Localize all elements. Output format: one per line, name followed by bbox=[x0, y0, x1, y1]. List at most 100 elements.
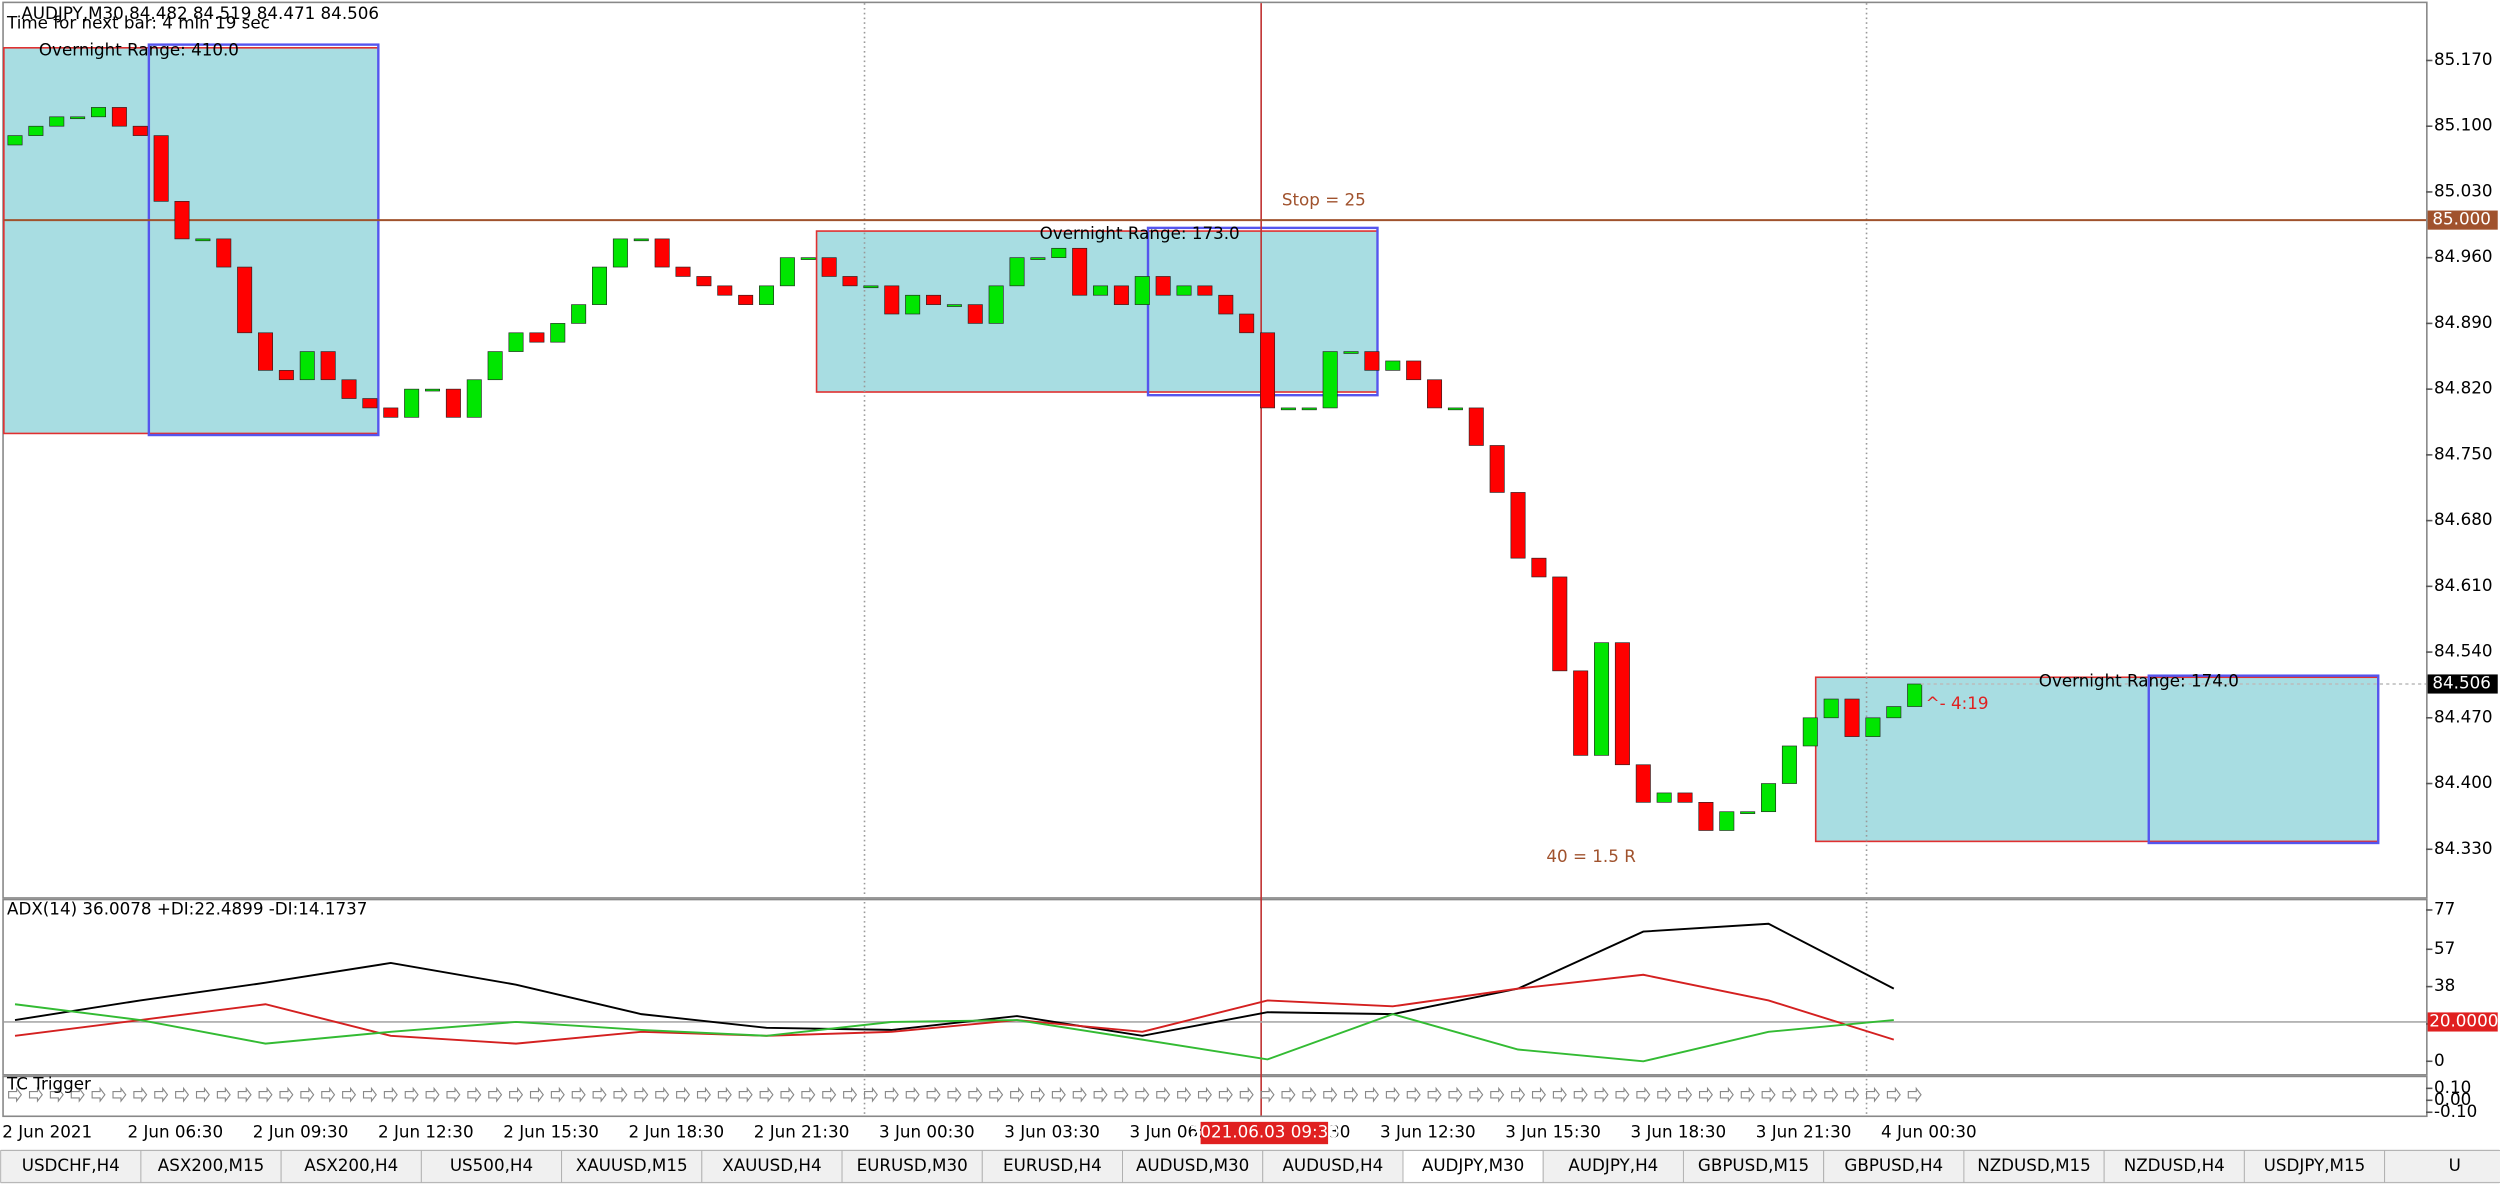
trigger-arrow bbox=[1302, 1086, 1317, 1103]
candle-body bbox=[258, 332, 274, 371]
tab[interactable] bbox=[1823, 1150, 1965, 1183]
tab[interactable] bbox=[1402, 1150, 1544, 1183]
tab-label[interactable]: US500,H4 bbox=[450, 1155, 533, 1175]
tab-label[interactable]: AUDJPY,M30 bbox=[1422, 1155, 1524, 1175]
tab-label[interactable]: EURUSD,H4 bbox=[1003, 1155, 1102, 1175]
candle-body bbox=[195, 238, 211, 242]
tab-label[interactable]: USDCHF,H4 bbox=[22, 1155, 120, 1175]
tab-label[interactable]: ASX200,M15 bbox=[158, 1155, 264, 1175]
tab-label[interactable]: NZDUSD,M15 bbox=[1977, 1155, 2091, 1175]
adx-line bbox=[14, 973, 1895, 1045]
trigger-arrow bbox=[1698, 1086, 1713, 1103]
tab[interactable] bbox=[561, 1150, 703, 1183]
tab-label[interactable]: U bbox=[2449, 1155, 2461, 1175]
candle-body bbox=[905, 294, 921, 315]
candle-body bbox=[216, 238, 232, 268]
tab[interactable] bbox=[2384, 1150, 2500, 1183]
candle-body bbox=[1823, 698, 1839, 719]
tab-label[interactable]: EURUSD,M30 bbox=[857, 1155, 968, 1175]
trigger-arrow bbox=[154, 1086, 169, 1103]
trigger-arrow bbox=[70, 1086, 85, 1103]
candle-body bbox=[759, 285, 775, 305]
trigger-arrow bbox=[571, 1086, 586, 1103]
trigger-arrow bbox=[1448, 1086, 1463, 1103]
candle-body bbox=[1197, 285, 1213, 296]
tab-label[interactable]: NZDUSD,H4 bbox=[2124, 1155, 2225, 1175]
tab-label[interactable]: ASX200,H4 bbox=[304, 1155, 398, 1175]
tab-label[interactable]: AUDJPY,H4 bbox=[1568, 1155, 1658, 1175]
candle-body bbox=[1406, 360, 1422, 381]
trigger-arrow bbox=[1218, 1086, 1233, 1103]
trigger-arrow bbox=[488, 1086, 503, 1103]
candle-body bbox=[362, 398, 378, 409]
candle-body bbox=[1030, 257, 1046, 260]
candle-body bbox=[571, 304, 587, 324]
trigger-arrow bbox=[1657, 1086, 1672, 1103]
candle-body bbox=[779, 257, 795, 287]
tab[interactable] bbox=[841, 1150, 983, 1183]
trigger-arrow bbox=[509, 1086, 524, 1103]
candle-body bbox=[49, 116, 65, 127]
trigger-arrow bbox=[1782, 1086, 1797, 1103]
trigger-arrow bbox=[1072, 1086, 1087, 1103]
candle-body bbox=[1301, 407, 1317, 411]
tab-label[interactable]: XAUUSD,H4 bbox=[722, 1155, 821, 1175]
candle-body bbox=[1260, 332, 1276, 409]
trigger-arrow bbox=[822, 1086, 837, 1103]
trigger-arrow bbox=[446, 1086, 461, 1103]
tab[interactable] bbox=[701, 1150, 843, 1183]
tab-label[interactable]: XAUUSD,M15 bbox=[576, 1155, 688, 1175]
trigger-arrow bbox=[1824, 1086, 1839, 1103]
x-tick-label: 3 Jun 18:30 bbox=[1631, 1122, 1727, 1142]
tab-label[interactable]: AUDUSD,M30 bbox=[1136, 1155, 1249, 1175]
crosshair-tag-label: 2021.06.03 09:30 bbox=[1190, 1122, 1339, 1142]
candle-body bbox=[654, 238, 670, 268]
candle-body bbox=[738, 294, 754, 305]
trigger-arrow bbox=[112, 1086, 127, 1103]
candle-body bbox=[1802, 717, 1818, 747]
tab-label[interactable]: GBPUSD,M15 bbox=[1698, 1155, 1809, 1175]
candle-body bbox=[1740, 811, 1756, 814]
candle-body bbox=[1719, 811, 1735, 831]
trigger-arrow bbox=[195, 1086, 210, 1103]
trigger-arrow bbox=[1010, 1086, 1025, 1103]
tab[interactable] bbox=[981, 1150, 1123, 1183]
tab-label[interactable]: AUDUSD,H4 bbox=[1282, 1155, 1383, 1175]
y-tick-label: 84.470 bbox=[2434, 706, 2493, 726]
tab[interactable] bbox=[0, 1150, 142, 1183]
adx-line bbox=[14, 922, 1895, 1037]
candle-body bbox=[91, 107, 106, 118]
tab[interactable] bbox=[1542, 1150, 1684, 1183]
candle-body bbox=[821, 257, 837, 277]
candle-body bbox=[1009, 257, 1025, 287]
level-tag bbox=[2427, 1012, 2498, 1032]
tab-label[interactable]: GBPUSD,H4 bbox=[1844, 1155, 1943, 1175]
candle-body bbox=[1614, 642, 1630, 766]
tab[interactable] bbox=[1963, 1150, 2105, 1183]
tab[interactable] bbox=[1262, 1150, 1404, 1183]
tab[interactable] bbox=[280, 1150, 422, 1183]
candle-body bbox=[1093, 285, 1109, 296]
trigger-arrow bbox=[175, 1086, 190, 1103]
candle-body bbox=[1781, 745, 1797, 784]
candle-body bbox=[153, 135, 169, 202]
trigger-arrow bbox=[1427, 1086, 1442, 1103]
tab[interactable] bbox=[1682, 1150, 1825, 1183]
adx-title: ADX(14) 36.0078 +DI:22.4899 -DI:14.1737 bbox=[7, 898, 367, 918]
tab-label[interactable]: USDJPY,M15 bbox=[2264, 1155, 2366, 1175]
tab[interactable] bbox=[1122, 1150, 1264, 1183]
tab[interactable] bbox=[2103, 1150, 2245, 1183]
y-tick-label: 84.750 bbox=[2434, 443, 2493, 463]
trigger-arrow bbox=[1281, 1086, 1296, 1103]
y-tick-label: 57 bbox=[2434, 938, 2455, 958]
candle-body bbox=[70, 116, 86, 120]
trigger-arrow bbox=[91, 1086, 106, 1103]
trigger-arrow bbox=[1323, 1086, 1338, 1103]
candle-body bbox=[1573, 670, 1589, 756]
candle-body bbox=[1677, 792, 1693, 803]
y-tick-label: 85.030 bbox=[2434, 180, 2493, 200]
tab[interactable] bbox=[420, 1150, 563, 1183]
trigger-arrow bbox=[467, 1086, 482, 1103]
trigger-arrow bbox=[425, 1086, 440, 1103]
trigger-arrow bbox=[8, 1086, 23, 1103]
